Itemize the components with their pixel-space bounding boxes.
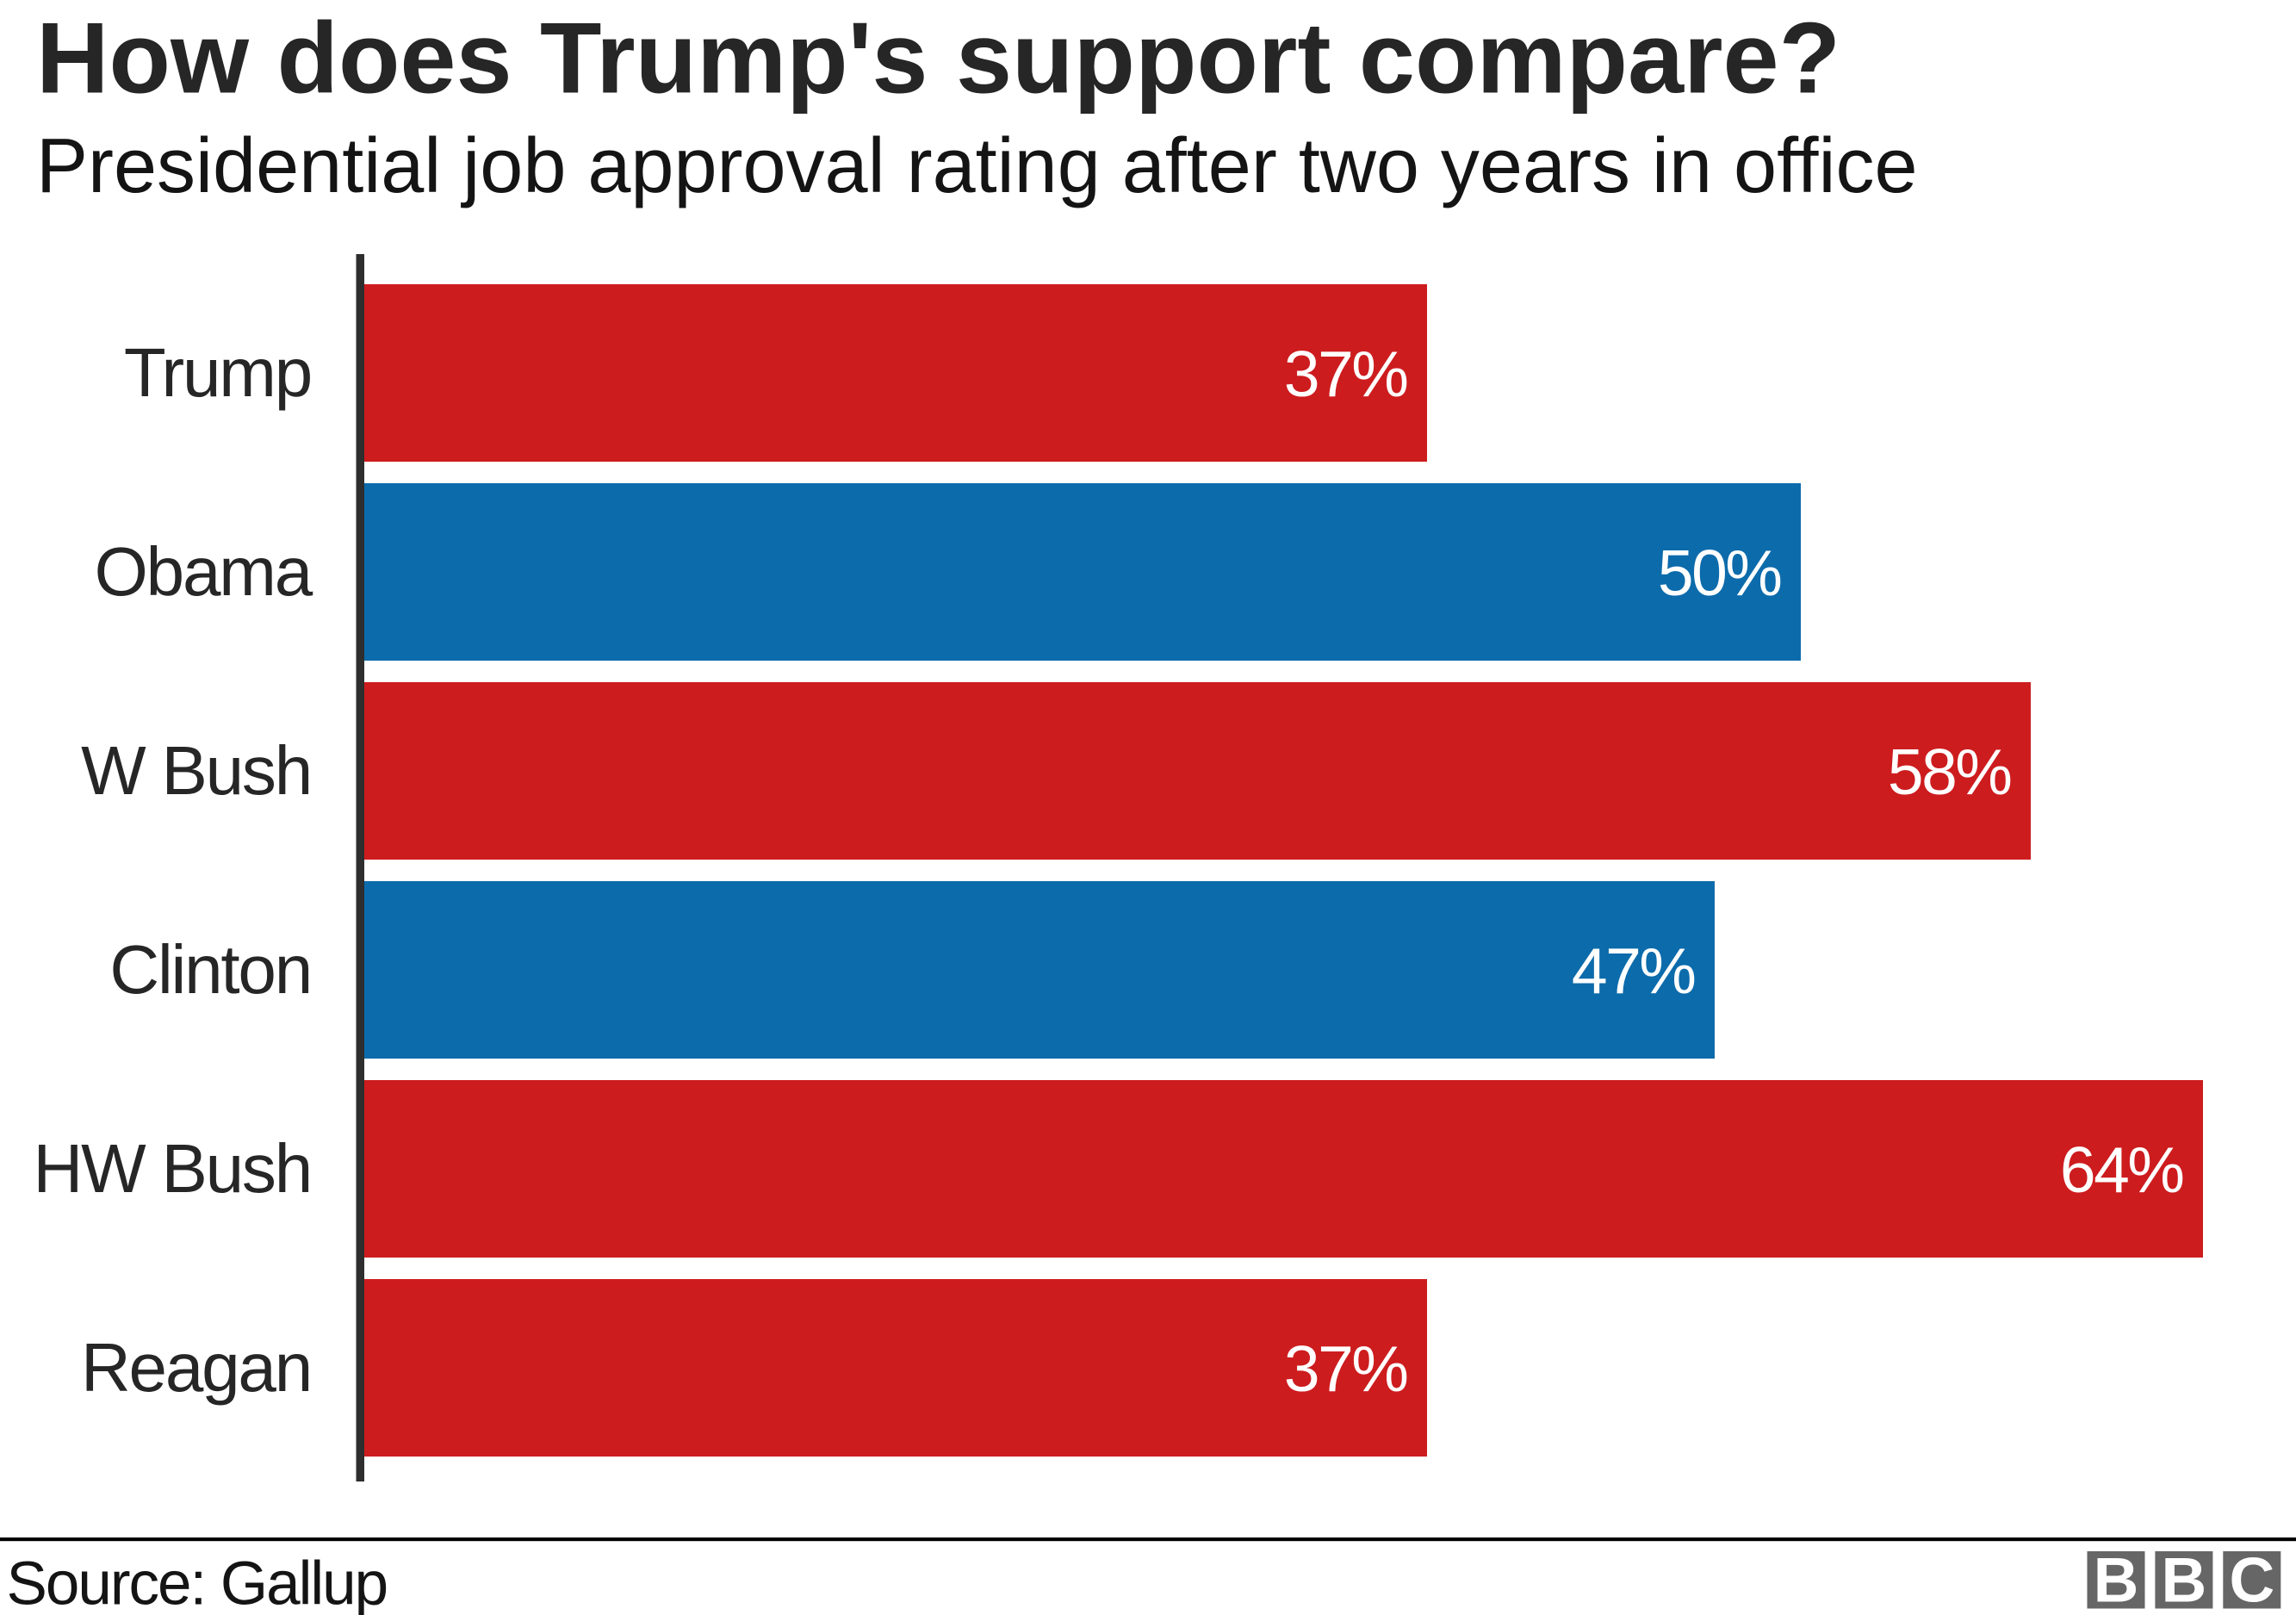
svg-text:Clinton: Clinton: [109, 931, 311, 1008]
svg-text:37%: 37%: [1284, 338, 1407, 410]
svg-text:64%: 64%: [2060, 1134, 2183, 1206]
svg-text:Trump: Trump: [124, 334, 311, 411]
svg-text:HW Bush: HW Bush: [34, 1130, 311, 1207]
svg-text:W Bush: W Bush: [81, 732, 311, 809]
svg-text:How does Trump's support compa: How does Trump's support compare?: [36, 2, 1840, 115]
svg-text:Obama: Obama: [95, 533, 313, 610]
svg-text:58%: 58%: [1888, 736, 2011, 808]
svg-text:Reagan: Reagan: [81, 1329, 311, 1406]
svg-text:37%: 37%: [1284, 1332, 1407, 1405]
svg-text:50%: 50%: [1658, 537, 1781, 609]
svg-text:C: C: [2229, 1546, 2274, 1615]
svg-text:Presidential job approval rati: Presidential job approval rating after t…: [36, 123, 1918, 209]
svg-text:B: B: [2162, 1546, 2207, 1615]
svg-text:Source: Gallup: Source: Gallup: [7, 1550, 388, 1615]
svg-text:B: B: [2094, 1546, 2139, 1615]
svg-text:47%: 47%: [1572, 935, 1695, 1007]
